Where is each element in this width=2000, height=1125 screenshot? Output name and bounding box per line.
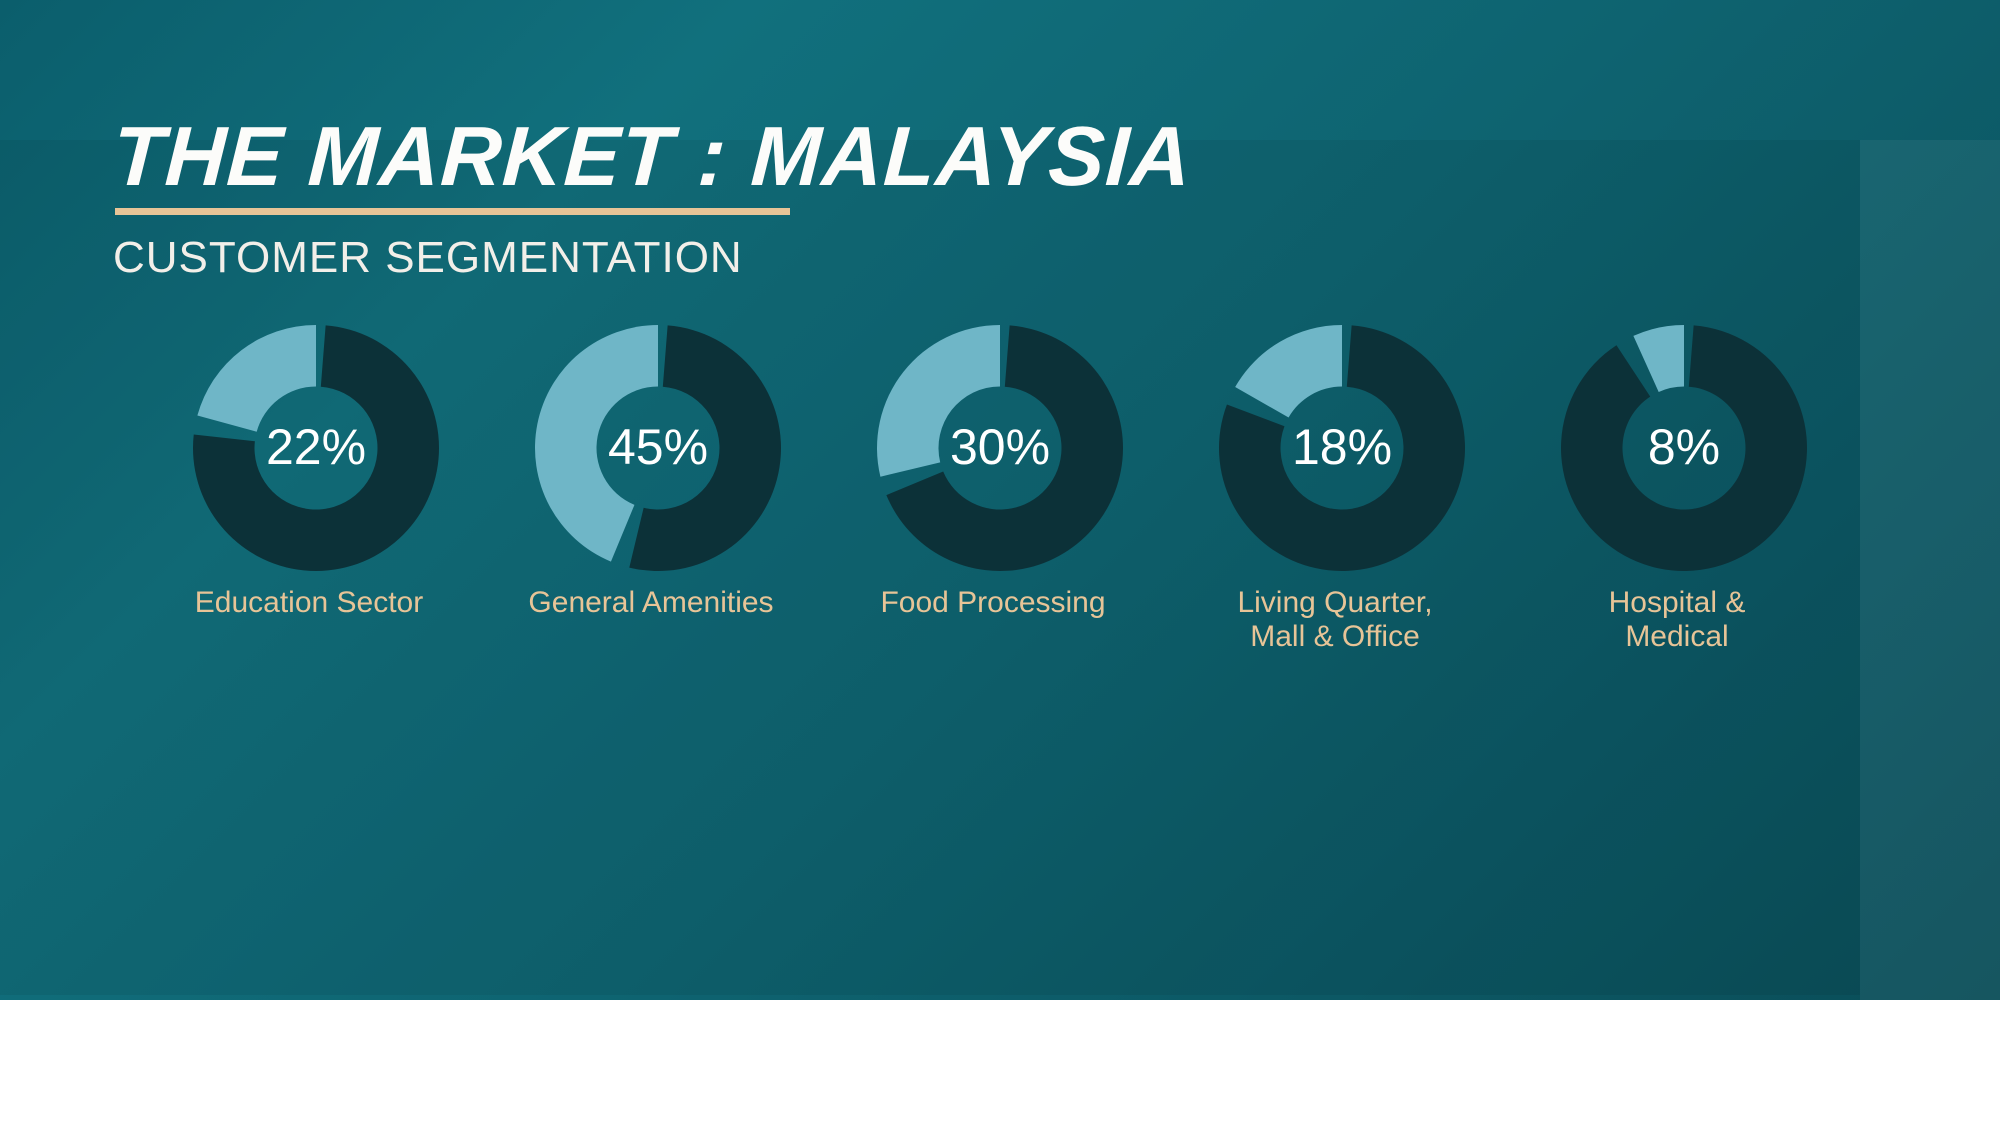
svg-text:18%: 18% <box>1292 419 1392 475</box>
svg-text:30%: 30% <box>950 419 1050 475</box>
svg-text:45%: 45% <box>608 419 708 475</box>
svg-text:8%: 8% <box>1648 419 1720 475</box>
svg-text:22%: 22% <box>266 419 366 475</box>
